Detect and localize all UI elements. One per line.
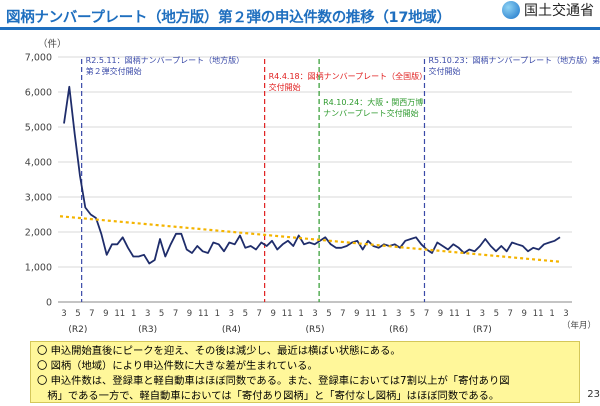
x-tick-label: 3 bbox=[229, 309, 234, 319]
x-tick-label: 3 bbox=[145, 309, 150, 319]
page-number: 23 bbox=[587, 389, 600, 400]
x-tick-label: 5 bbox=[410, 309, 415, 319]
x-tick-label: 9 bbox=[521, 309, 526, 319]
x-tick-label: 9 bbox=[270, 309, 275, 319]
x-tick-label: 7 bbox=[173, 309, 178, 319]
ministry-logo: 国土交通省 bbox=[502, 0, 594, 20]
x-tick-label: 11 bbox=[114, 309, 125, 319]
x-tick-label: 1 bbox=[382, 309, 387, 319]
page-title: 図柄ナンバープレート（地方版）第２弾の申込件数の推移（17地域） bbox=[6, 10, 451, 26]
x-year-label: (R6) bbox=[389, 325, 408, 335]
y-unit-label: （件） bbox=[38, 38, 67, 50]
event-label: 交付開始 bbox=[269, 82, 301, 92]
x-tick-label: 3 bbox=[480, 309, 485, 319]
series-line bbox=[63, 85, 561, 265]
x-tick-label: 11 bbox=[365, 309, 376, 319]
event-label: R5.10.23：図柄ナンバープレート（地方版）第３弾 bbox=[428, 55, 600, 65]
x-tick-label: 3 bbox=[396, 309, 401, 319]
ministry-emblem-icon bbox=[502, 1, 520, 19]
x-tick-label: 9 bbox=[354, 309, 359, 319]
x-unit-label: （年月） bbox=[562, 320, 596, 331]
x-tick-label: 3 bbox=[312, 309, 317, 319]
y-tick-label: 5,000 bbox=[25, 123, 52, 134]
x-tick-label: 11 bbox=[449, 309, 460, 319]
x-tick-label: 7 bbox=[424, 309, 429, 319]
note-line: 〇 申込件数は、登録車と軽自動車はほぼ同数である。また、登録車においては7割以上… bbox=[37, 375, 510, 387]
note-line: 柄」である一方で、軽自動車においては「寄付あり図柄」と「寄付なし図柄」はほぼ同数… bbox=[37, 390, 500, 402]
x-tick-label: 11 bbox=[198, 309, 209, 319]
event-label: 交付開始 bbox=[428, 66, 460, 76]
x-tick-label: 7 bbox=[340, 309, 345, 319]
x-tick-label: 9 bbox=[187, 309, 192, 319]
x-tick-label: 7 bbox=[508, 309, 513, 319]
note-line: 〇 図柄（地域）により申込件数に大きな差が生まれている。 bbox=[37, 360, 318, 372]
x-tick-label: 7 bbox=[257, 309, 262, 319]
y-tick-label: 6,000 bbox=[25, 88, 52, 99]
x-tick-label: 1 bbox=[298, 309, 303, 319]
y-tick-label: 0 bbox=[46, 298, 52, 309]
x-tick-label: 7 bbox=[89, 309, 94, 319]
event-label: 第２弾交付開始 bbox=[86, 66, 142, 76]
y-tick-label: 4,000 bbox=[25, 158, 52, 169]
x-year-label: (R5) bbox=[305, 325, 324, 335]
x-tick-label: 5 bbox=[159, 309, 164, 319]
event-label: ナンバープレート交付開始 bbox=[323, 108, 419, 118]
note-line: 〇 申込開始直後にピークを迎え、その後は減少し、最近は横ばい状態にある。 bbox=[37, 345, 401, 357]
event-label: R4.4.18：図柄ナンバープレート（全国版） bbox=[269, 71, 428, 81]
notes-box: 〇 申込開始直後にピークを迎え、その後は減少し、最近は横ばい状態にある。 〇 図… bbox=[30, 341, 580, 403]
y-tick-label: 2,000 bbox=[25, 228, 52, 239]
x-tick-label: 3 bbox=[563, 309, 568, 319]
event-label: R4.10.24：大阪・関西万博 bbox=[323, 97, 423, 107]
x-year-label: (R3) bbox=[138, 325, 157, 335]
line-chart: 0 1,000 2,000 3,000 4,000 5,000 6,000 7,000 （件） 3… bbox=[25, 38, 600, 335]
x-tick-label: 9 bbox=[103, 309, 108, 319]
x-tick-label: 5 bbox=[75, 309, 80, 319]
title-underline bbox=[0, 27, 600, 30]
x-tick-label: 11 bbox=[533, 309, 544, 319]
x-tick-label: 5 bbox=[326, 309, 331, 319]
y-tick-label: 1,000 bbox=[25, 263, 52, 274]
x-tick-label: 3 bbox=[61, 309, 66, 319]
x-tick-label: 5 bbox=[494, 309, 499, 319]
x-tick-label: 11 bbox=[282, 309, 293, 319]
x-tick-label: 5 bbox=[243, 309, 248, 319]
x-tick-label: 1 bbox=[466, 309, 471, 319]
x-year-label: (R7) bbox=[473, 325, 492, 335]
x-tick-label: 1 bbox=[549, 309, 554, 319]
org-name: 国土交通省 bbox=[524, 3, 594, 19]
x-year-label: (R4) bbox=[222, 325, 241, 335]
x-tick-label: 1 bbox=[131, 309, 136, 319]
y-tick-label: 7,000 bbox=[25, 53, 52, 64]
x-year-label: (R2) bbox=[68, 325, 87, 335]
x-tick-label: 1 bbox=[215, 309, 220, 319]
event-label: R2.5.11：図柄ナンバープレート（地方版） bbox=[86, 55, 245, 65]
y-tick-label: 3,000 bbox=[25, 193, 52, 204]
x-tick-label: 9 bbox=[438, 309, 443, 319]
